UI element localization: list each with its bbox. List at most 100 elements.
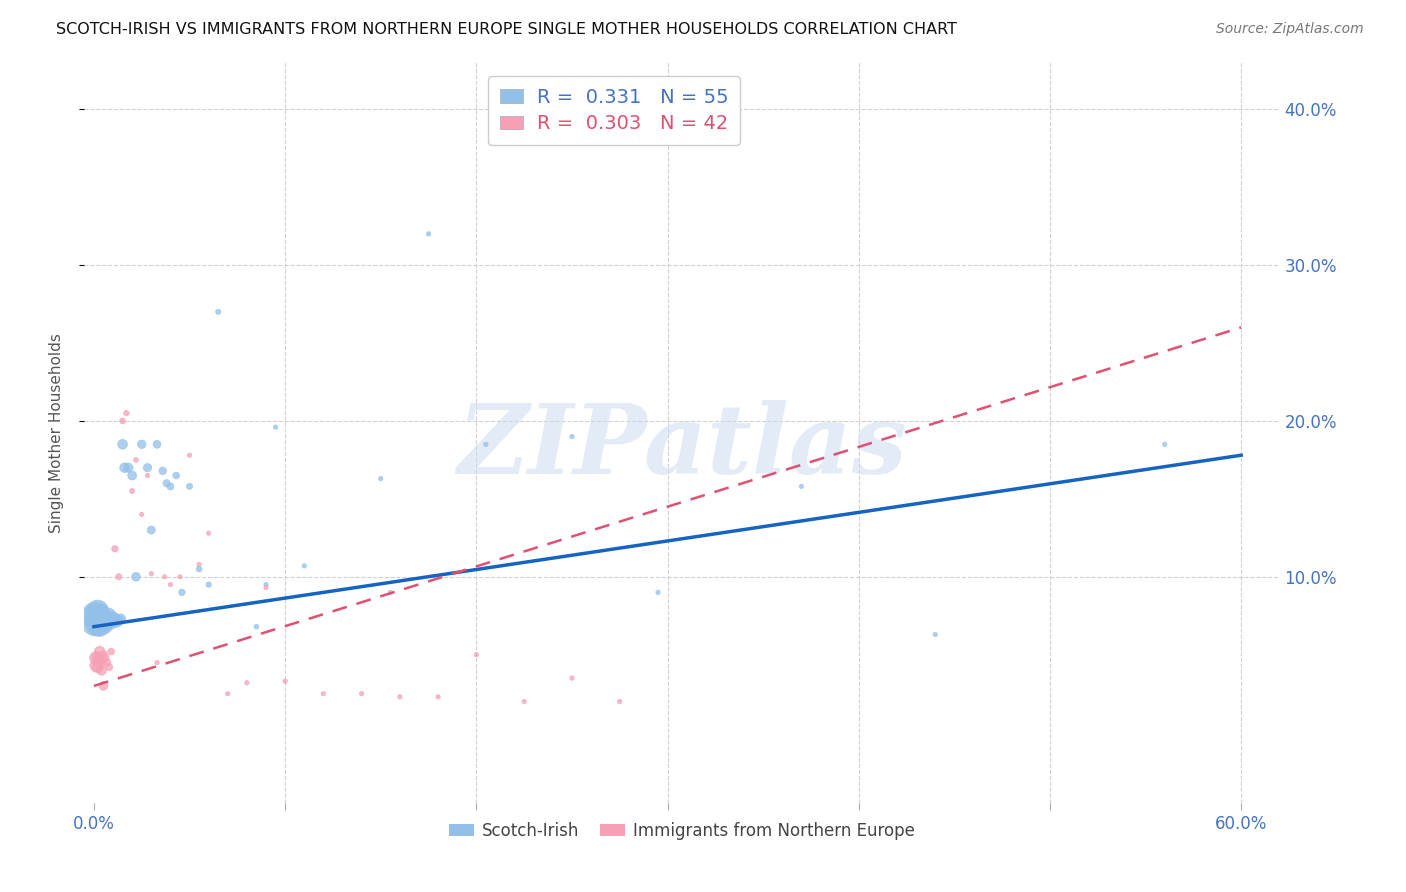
Point — [121, 484, 143, 499]
Point — [84, 650, 107, 665]
Point — [207, 305, 229, 319]
Point — [87, 604, 110, 618]
Point — [561, 429, 583, 443]
Point — [380, 585, 402, 599]
Legend: Scotch-Irish, Immigrants from Northern Europe: Scotch-Irish, Immigrants from Northern E… — [443, 815, 921, 847]
Point — [136, 460, 159, 475]
Point — [105, 615, 128, 629]
Point — [110, 612, 132, 626]
Point — [89, 652, 111, 666]
Point — [465, 648, 488, 662]
Point — [146, 437, 169, 451]
Point — [131, 508, 153, 522]
Text: SCOTCH-IRISH VS IMMIGRANTS FROM NORTHERN EUROPE SINGLE MOTHER HOUSEHOLDS CORRELA: SCOTCH-IRISH VS IMMIGRANTS FROM NORTHERN… — [56, 22, 957, 37]
Point — [274, 674, 297, 689]
Point — [370, 472, 392, 486]
Point — [152, 464, 174, 478]
Point — [89, 620, 111, 634]
Point — [101, 610, 124, 624]
Point — [96, 610, 118, 624]
Point — [84, 608, 107, 623]
Y-axis label: Single Mother Households: Single Mother Households — [49, 333, 63, 533]
Point — [100, 612, 122, 626]
Point — [117, 460, 139, 475]
Point — [93, 608, 115, 623]
Point — [292, 558, 315, 573]
Point — [609, 694, 631, 708]
Point — [93, 616, 115, 631]
Point — [100, 616, 122, 631]
Point — [136, 468, 159, 483]
Point — [111, 437, 134, 451]
Point — [90, 606, 112, 620]
Point — [94, 620, 117, 634]
Point — [561, 671, 583, 685]
Point — [388, 690, 411, 704]
Point — [115, 406, 138, 420]
Point — [153, 570, 176, 584]
Point — [155, 476, 177, 491]
Point — [141, 523, 163, 537]
Point — [197, 577, 219, 591]
Point — [114, 460, 136, 475]
Point — [146, 656, 169, 670]
Point — [427, 690, 450, 704]
Point — [87, 616, 110, 631]
Point — [169, 570, 191, 584]
Point — [159, 479, 181, 493]
Point — [188, 558, 211, 572]
Point — [107, 570, 129, 584]
Point — [111, 414, 134, 428]
Point — [236, 675, 259, 690]
Point — [254, 581, 277, 595]
Point — [170, 585, 193, 599]
Point — [159, 577, 181, 591]
Text: ZIPatlas: ZIPatlas — [457, 401, 907, 494]
Point — [104, 612, 127, 626]
Point — [264, 420, 287, 434]
Point — [125, 453, 148, 467]
Point — [141, 566, 163, 581]
Point — [418, 227, 440, 241]
Point — [89, 645, 111, 659]
Point — [93, 679, 115, 693]
Point — [165, 468, 187, 483]
Point — [104, 541, 127, 556]
Point — [94, 650, 117, 665]
Point — [107, 614, 129, 628]
Point — [93, 648, 115, 662]
Point — [100, 645, 122, 659]
Point — [312, 687, 335, 701]
Point — [179, 448, 201, 462]
Point — [87, 650, 110, 665]
Point — [197, 526, 219, 541]
Point — [1153, 437, 1175, 451]
Point — [90, 614, 112, 628]
Point — [131, 437, 153, 451]
Point — [475, 437, 498, 451]
Point — [513, 694, 536, 708]
Point — [96, 656, 118, 670]
Point — [84, 658, 107, 673]
Point — [924, 627, 946, 641]
Point — [84, 614, 107, 628]
Point — [98, 660, 121, 674]
Point — [254, 577, 277, 591]
Point — [245, 620, 267, 634]
Point — [94, 612, 117, 626]
Point — [98, 607, 121, 622]
Point — [790, 479, 813, 493]
Point — [89, 610, 111, 624]
Point — [125, 570, 148, 584]
Point — [90, 656, 112, 670]
Point — [96, 616, 118, 631]
Point — [87, 660, 110, 674]
Point — [188, 562, 211, 576]
Point — [121, 468, 143, 483]
Point — [90, 663, 112, 677]
Point — [647, 585, 669, 599]
Point — [98, 614, 121, 628]
Point — [217, 687, 239, 701]
Point — [101, 614, 124, 628]
Point — [179, 479, 201, 493]
